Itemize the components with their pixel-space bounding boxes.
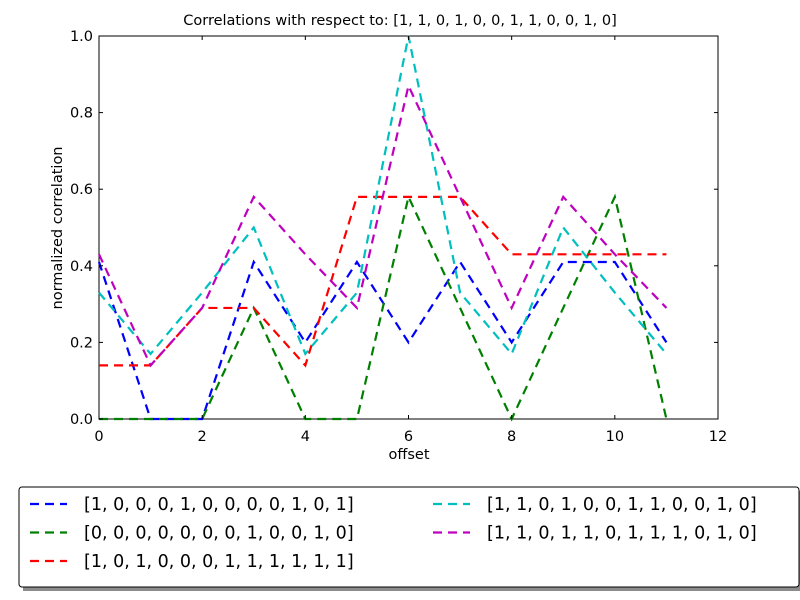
x-tick-label: 6 xyxy=(404,429,413,445)
y-tick-label: 0.6 xyxy=(70,182,93,198)
legend-label-2: [0, 0, 0, 0, 0, 0, 0, 1, 0, 0, 1, 0] xyxy=(84,524,354,544)
series-line-2 xyxy=(99,193,668,422)
series-line-4 xyxy=(98,35,668,356)
series-line-1 xyxy=(97,259,668,421)
series-line-3 xyxy=(99,195,667,368)
x-tick-label: 0 xyxy=(94,429,103,445)
y-tick-label: 0.0 xyxy=(70,412,93,428)
plot-area: 0 2 4 6 8 10 12 0.0 0.2 0.4 0.6 0.8 1.0 xyxy=(70,29,727,445)
legend-label-5: [1, 1, 0, 1, 1, 0, 1, 1, 1, 0, 1, 0] xyxy=(487,524,757,544)
plot-frame xyxy=(98,35,719,420)
ticks-layer: 0 2 4 6 8 10 12 0.0 0.2 0.4 0.6 0.8 1.0 xyxy=(70,29,727,445)
x-axis-label: offset xyxy=(388,447,429,463)
y-tick-label: 0.2 xyxy=(70,335,93,351)
x-tick-label: 2 xyxy=(198,429,207,445)
y-tick-label: 1.0 xyxy=(70,29,93,45)
legend-label-4: [1, 1, 0, 1, 0, 0, 1, 1, 0, 0, 1, 0] xyxy=(487,495,757,515)
y-tick-label: 0.4 xyxy=(70,259,93,275)
series-layer xyxy=(97,35,668,422)
legend-label-1: [1, 0, 0, 0, 1, 0, 0, 0, 0, 1, 0, 1] xyxy=(84,495,354,515)
legend-items: [1, 0, 0, 0, 1, 0, 0, 0, 0, 1, 0, 1] [0, … xyxy=(30,495,757,572)
legend: [1, 0, 0, 0, 1, 0, 0, 0, 0, 1, 0, 1] [0, … xyxy=(18,486,800,591)
x-tick-label: 4 xyxy=(301,429,310,445)
y-tick-label: 0.8 xyxy=(70,106,93,122)
legend-label-3: [1, 0, 1, 0, 0, 0, 1, 1, 1, 1, 1, 1] xyxy=(84,552,354,572)
legend-frame xyxy=(18,486,800,588)
y-axis-label: normalized correlation xyxy=(50,147,66,310)
series-line-5 xyxy=(98,82,668,368)
x-tick-label: 12 xyxy=(709,429,727,445)
x-tick-label: 10 xyxy=(606,429,624,445)
x-tick-label: 8 xyxy=(507,429,516,445)
chart-title: Correlations with respect to: [1, 1, 0, … xyxy=(183,13,616,29)
